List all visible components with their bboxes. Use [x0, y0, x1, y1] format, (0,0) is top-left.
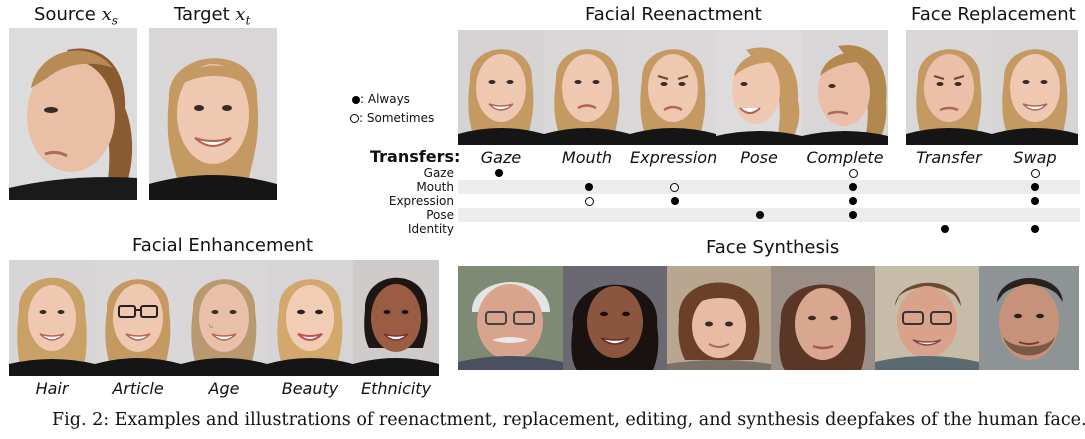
column-transfer: Transfer — [916, 148, 982, 167]
column-expression: Expression — [630, 148, 718, 167]
enhancement-hair-image — [9, 260, 95, 376]
source-face-image — [9, 28, 137, 200]
filled-dot-icon — [1031, 225, 1039, 233]
filled-dot-icon — [1031, 197, 1039, 205]
target-face-image — [149, 28, 277, 200]
open-circle-icon — [670, 183, 679, 192]
row-band-pose — [458, 208, 1080, 222]
transfers-title: Transfers: — [370, 147, 461, 166]
replacement-transfer-image — [906, 30, 992, 145]
synthesis-face-3-image — [667, 266, 771, 370]
synthesis-face-2-image — [563, 266, 667, 370]
enhancement-label-article: Article — [112, 379, 164, 398]
row-label-pose: Pose — [426, 208, 454, 222]
reenactment-mouth-image — [544, 30, 630, 145]
enhancement-article-image — [95, 260, 181, 376]
enhancement-age-image — [181, 260, 267, 376]
filled-dot-icon — [849, 183, 857, 191]
reenactment-gaze-image — [458, 30, 544, 145]
open-circle-icon — [1031, 169, 1040, 178]
enhancement-label-ethnicity: Ethnicity — [360, 379, 432, 398]
filled-dot-icon — [849, 197, 857, 205]
synthesis-face-6-image — [979, 266, 1079, 370]
filled-dot-icon — [756, 211, 764, 219]
row-label-gaze: Gaze — [423, 166, 454, 180]
filled-dot-icon — [1031, 183, 1039, 191]
row-label-expression: Expression — [388, 194, 454, 208]
column-gaze: Gaze — [480, 148, 522, 167]
synthesis-face-5-image — [875, 266, 979, 370]
reenactment-expression-image — [630, 30, 716, 145]
filled-dot-icon — [495, 169, 503, 177]
synthesis-face-1-image — [458, 266, 563, 370]
synthesis-title: Face Synthesis — [706, 237, 840, 258]
enhancement-label-beauty: Beauty — [281, 379, 339, 398]
open-circle-icon — [849, 169, 858, 178]
reenactment-complete-image — [802, 30, 888, 145]
reenactment-pose-image — [716, 30, 802, 145]
filled-dot-icon — [941, 225, 949, 233]
enhancement-beauty-image — [267, 260, 353, 376]
replacement-title: Face Replacement — [911, 4, 1076, 25]
filled-dot-icon — [849, 211, 857, 219]
enhancement-label-hair: Hair — [35, 379, 69, 398]
reenactment-title: Facial Reenactment — [585, 4, 762, 25]
legend-sometimes: : Sometimes — [350, 111, 434, 125]
filled-dot-icon — [585, 183, 593, 191]
enhancement-label-age: Age — [208, 379, 240, 398]
enhancement-ethnicity-image — [353, 260, 439, 376]
legend-always: : Always — [352, 92, 410, 106]
column-pose: Pose — [740, 148, 778, 167]
open-circle-icon — [585, 197, 594, 206]
enhancement-title: Facial Enhancement — [132, 235, 314, 256]
row-band-mouth — [458, 180, 1080, 194]
figure-caption: Fig. 2: Examples and illustrations of re… — [52, 410, 1085, 430]
replacement-swap-image — [992, 30, 1078, 145]
target-title: Target xt — [174, 4, 251, 28]
row-label-mouth: Mouth — [416, 180, 454, 194]
synthesis-face-4-image — [771, 266, 875, 370]
column-swap: Swap — [1013, 148, 1057, 167]
filled-dot-icon — [671, 197, 679, 205]
column-mouth: Mouth — [561, 148, 613, 167]
source-title: Source xs — [34, 4, 118, 28]
row-label-identity: Identity — [408, 222, 454, 236]
filled-dot-icon — [352, 95, 360, 104]
open-circle-icon — [350, 114, 359, 123]
column-complete: Complete — [806, 148, 884, 167]
